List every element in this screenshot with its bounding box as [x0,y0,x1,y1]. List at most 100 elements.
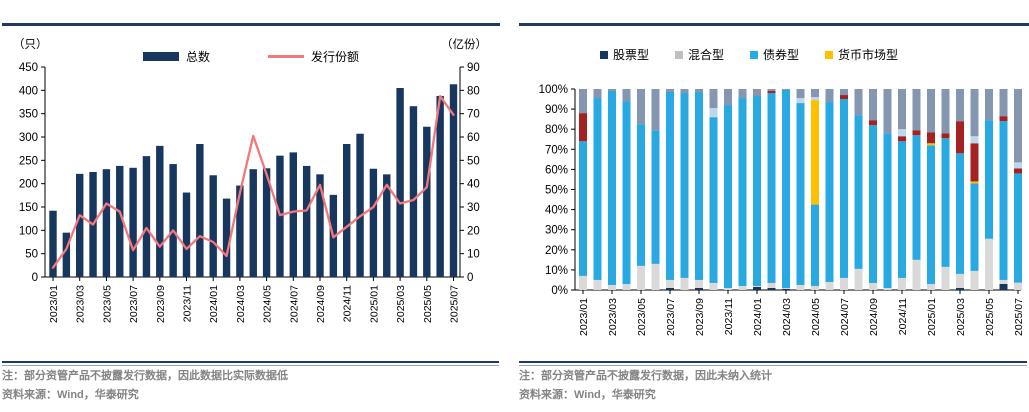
stack-seg-4-2025/01 [927,132,935,144]
left-axes: 0 50 100 150 200 250 300 350 400 450 0 10 20 30 40 50 60… [19,62,480,284]
total-bar-2023/06 [116,165,124,277]
total-bar-2023/05 [102,169,111,277]
stack-seg-1-2024/02 [767,282,776,288]
stack-seg-5-2025/07 [1014,162,1022,169]
stack-seg-6-2023/05 [637,89,645,125]
stack-seg-1-2025/06 [999,279,1008,284]
stack-seg-1-2024/01 [753,285,761,287]
stack-seg-2-2025/02 [941,138,950,267]
total-bar-2025/06 [436,95,444,277]
svg-text:2023/09: 2023/09 [155,285,167,323]
svg-text:10: 10 [467,249,480,261]
right-footer-rule [519,361,1027,366]
bond-swatch-icon [750,50,759,59]
total-bar-2025/07 [449,84,458,278]
svg-text:0: 0 [467,272,473,284]
svg-text:2024/11: 2024/11 [897,298,909,335]
stack-seg-2-2025/07 [1014,173,1022,283]
svg-text:2024/11: 2024/11 [342,285,354,322]
svg-text:20%: 20% [545,245,568,257]
svg-text:90: 90 [467,62,480,74]
svg-text:2023/03: 2023/03 [75,285,87,323]
stack-seg-2-2024/04 [796,103,805,285]
stack-seg-3-2025/04 [970,181,979,184]
total-bar-2023/02 [62,232,71,277]
total-bar-2024/06 [276,155,284,277]
left-footer: 注：部分资管产品不披露发行数据，因此数据比实际数据低 资料来源：Wind，华泰研… [2,361,499,403]
stack-seg-1-2023/09 [695,279,703,288]
total-bar-2023/12 [196,144,204,277]
stack-seg-2-2024/02 [767,93,776,283]
stack-seg-1-2024/08 [854,268,863,290]
stack-seg-4-2024/09 [869,120,877,126]
stack-seg-1-2025/01 [927,283,935,290]
stack-seg-6-2024/07 [840,89,848,96]
stack-seg-2-2024/01 [753,96,761,286]
stack-seg-6-2024/11 [898,89,906,130]
stack-seg-3-2024/05 [811,100,819,205]
svg-text:30%: 30% [545,225,568,237]
stack-seg-1-2023/03 [608,284,616,290]
svg-text:350: 350 [19,109,38,121]
stack-seg-1-2024/07 [840,277,848,290]
stack-seg-2-2023/07 [666,92,674,280]
total-bars [49,84,458,278]
stack-seg-4-2024/11 [898,136,906,142]
svg-text:2024/05: 2024/05 [262,285,274,323]
stack-seg-4-2025/02 [941,133,950,139]
right-chart-svg: 0% 10% 20% 30% 40% 50% 60% 70% 80% 90% 100% 2023/01… [539,84,1025,336]
stack-seg-4-2025/07 [1014,168,1022,174]
stack-seg-6-2025/02 [941,89,950,134]
stack-seg-4-2025/04 [970,143,979,182]
stack-seg-6-2023/04 [622,89,631,102]
stack-seg-1-2024/03 [782,287,790,289]
total-bar-2024/05 [262,168,271,277]
stack-seg-6-2024/10 [883,89,892,134]
stack-seg-1-2023/08 [680,277,689,290]
legend-item-stock: 股票型 [600,46,649,63]
stack-seg-3-2025/01 [927,143,935,146]
stack-seg-2-2025/01 [927,145,935,284]
stack-seg-0-2024/03 [782,288,790,290]
stack-seg-1-2025/07 [1014,282,1022,290]
total-bar-2024/04 [249,169,257,277]
left-panel-top-rule [2,23,500,26]
line-swatch-icon [268,55,305,58]
stack-seg-6-2024/01 [753,89,761,97]
total-bar-2024/12 [356,133,364,277]
stack-seg-1-2025/05 [985,238,993,290]
stack-seg-0-2024/02 [767,287,776,290]
legend-item-moneymarket: 货币市场型 [825,46,898,63]
stack-seg-0-2025/03 [956,287,964,290]
stack-seg-2-2023/12 [738,98,747,286]
stack-seg-1-2023/10 [709,282,718,290]
svg-text:2023/07: 2023/07 [128,285,140,323]
total-bar-2025/05 [423,126,431,277]
stack-seg-2-2025/03 [956,153,964,274]
stack-seg-1-2025/03 [956,273,964,288]
svg-text:70%: 70% [545,144,568,156]
svg-text:2023/01: 2023/01 [578,298,590,336]
stack-seg-6-2024/02 [767,89,776,92]
moneymarket-swatch-icon [825,50,834,59]
svg-text:2025/05: 2025/05 [422,285,434,323]
svg-text:2023/01: 2023/01 [48,285,60,323]
svg-text:2023/05: 2023/05 [636,298,648,336]
svg-text:2024/07: 2024/07 [839,298,851,336]
svg-text:2025/01: 2025/01 [368,285,380,323]
stack-seg-4-2024/02 [767,91,776,94]
total-bar-2023/09 [156,145,164,277]
svg-text:0%: 0% [551,285,568,297]
stack-seg-1-2023/04 [622,283,631,290]
total-bar-2024/08 [302,165,311,277]
stack-seg-2-2023/05 [637,124,645,266]
svg-text:2023/05: 2023/05 [101,285,113,323]
svg-text:2023/09: 2023/09 [694,298,706,336]
legend-label-stock: 股票型 [613,48,650,62]
stack-seg-1-2023/05 [637,265,645,290]
svg-text:250: 250 [19,155,38,167]
legend-label-hybrid: 混合型 [688,48,725,62]
svg-text:2024/01: 2024/01 [752,298,764,336]
total-bar-2023/03 [76,173,84,277]
issuance-line [51,95,455,269]
